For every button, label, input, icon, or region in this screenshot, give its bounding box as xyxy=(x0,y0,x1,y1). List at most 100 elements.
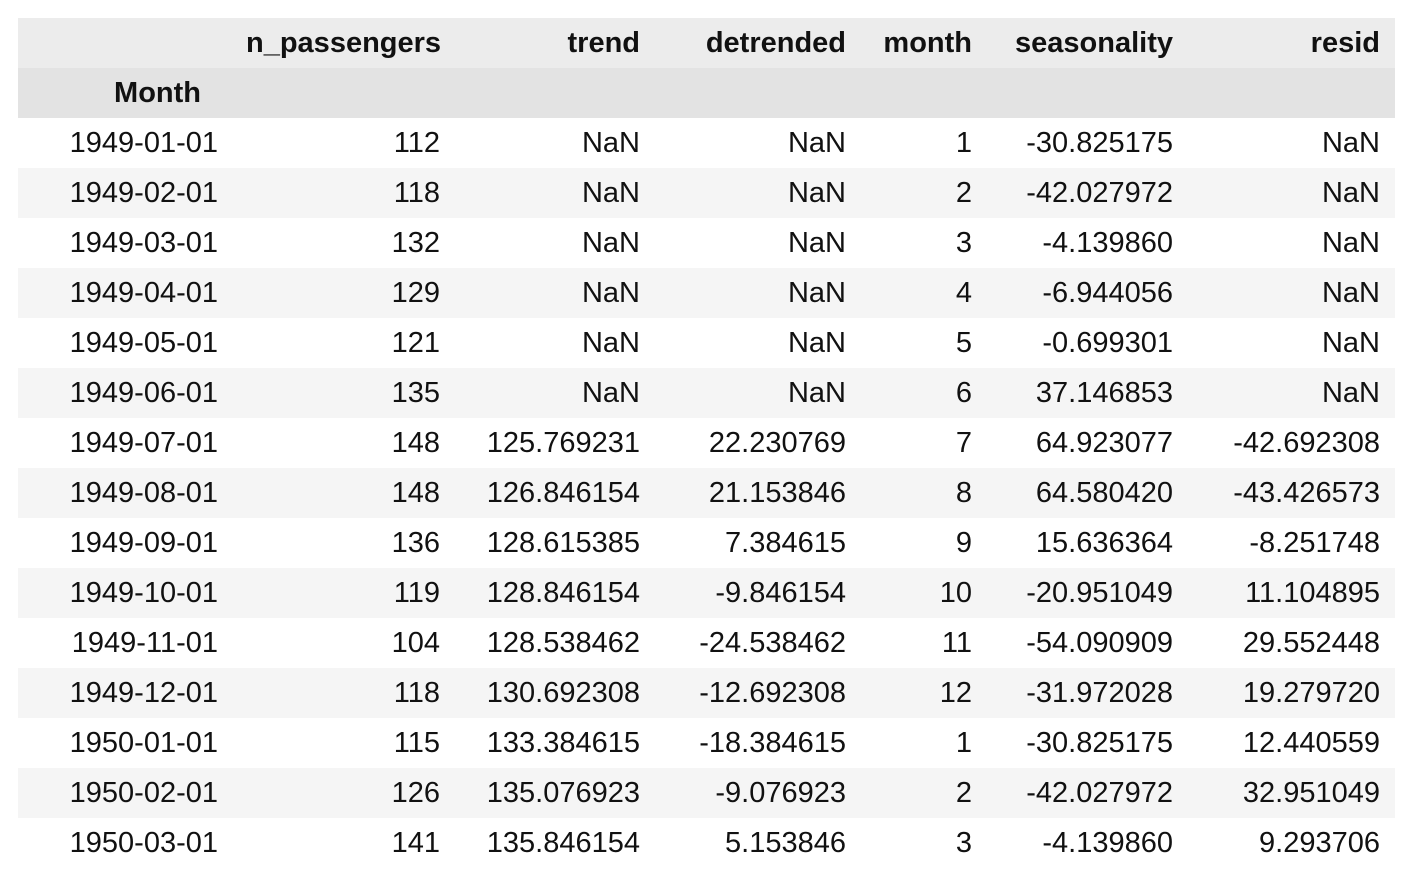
data-cell: 128.538462 xyxy=(455,618,655,668)
data-cell: 32.951049 xyxy=(1188,768,1395,818)
data-cell: -0.699301 xyxy=(987,318,1188,368)
row-index-date: 1949-08-01 xyxy=(18,468,246,518)
index-spacer-cell xyxy=(18,18,246,68)
data-cell: NaN xyxy=(1188,218,1395,268)
data-cell: NaN xyxy=(455,368,655,418)
data-cell: NaN xyxy=(1188,368,1395,418)
row-index-date: 1949-07-01 xyxy=(18,418,246,468)
data-cell: -30.825175 xyxy=(987,718,1188,768)
data-cell: 128.846154 xyxy=(455,568,655,618)
data-cell: 126.846154 xyxy=(455,468,655,518)
table-row: 1950-01-01 115 133.384615 -18.384615 1 -30.82… xyxy=(18,718,1395,768)
data-cell: 130.692308 xyxy=(455,668,655,718)
table-row: 1949-12-01 118 130.692308 -12.692308 12 -31.9… xyxy=(18,668,1395,718)
data-cell: 132 xyxy=(246,218,455,268)
row-index-date: 1949-10-01 xyxy=(18,568,246,618)
row-index-date: 1950-01-01 xyxy=(18,718,246,768)
table-row: 1949-04-01 129 NaN NaN 4 -6.944056 NaN xyxy=(18,268,1395,318)
data-cell: 136 xyxy=(246,518,455,568)
data-cell: 37.146853 xyxy=(987,368,1188,418)
data-cell: -8.251748 xyxy=(1188,518,1395,568)
data-cell: -54.090909 xyxy=(987,618,1188,668)
data-cell: 135.076923 xyxy=(455,768,655,818)
data-cell: 22.230769 xyxy=(655,418,861,468)
column-header-seasonality: seasonality xyxy=(987,18,1188,68)
data-cell: 4 xyxy=(861,268,987,318)
empty-header-cell xyxy=(987,68,1188,118)
table-row: 1949-08-01 148 126.846154 21.153846 8 64.5804… xyxy=(18,468,1395,518)
data-cell: -43.426573 xyxy=(1188,468,1395,518)
table-row: 1949-10-01 119 128.846154 -9.846154 10 -20.95… xyxy=(18,568,1395,618)
row-index-date: 1949-12-01 xyxy=(18,668,246,718)
data-cell: 1 xyxy=(861,118,987,168)
column-header-detrended: detrended xyxy=(655,18,861,68)
data-cell: 29.552448 xyxy=(1188,618,1395,668)
table-row: 1949-02-01 118 NaN NaN 2 -42.027972 NaN xyxy=(18,168,1395,218)
dataframe-table: n_passengers trend detrended month seaso… xyxy=(18,18,1395,868)
data-cell: NaN xyxy=(455,168,655,218)
data-cell: 104 xyxy=(246,618,455,668)
data-cell: -31.972028 xyxy=(987,668,1188,718)
data-cell: NaN xyxy=(455,318,655,368)
data-cell: 115 xyxy=(246,718,455,768)
data-cell: 133.384615 xyxy=(455,718,655,768)
data-cell: NaN xyxy=(655,268,861,318)
data-cell: -24.538462 xyxy=(655,618,861,668)
data-cell: 1 xyxy=(861,718,987,768)
data-cell: -6.944056 xyxy=(987,268,1188,318)
data-cell: 148 xyxy=(246,418,455,468)
data-cell: 148 xyxy=(246,468,455,518)
empty-header-cell xyxy=(655,68,861,118)
data-cell: 141 xyxy=(246,818,455,868)
row-index-date: 1949-01-01 xyxy=(18,118,246,168)
data-cell: NaN xyxy=(655,318,861,368)
data-cell: NaN xyxy=(1188,168,1395,218)
table-row: 1949-09-01 136 128.615385 7.384615 9 15.63636… xyxy=(18,518,1395,568)
empty-header-cell xyxy=(861,68,987,118)
data-cell: 125.769231 xyxy=(455,418,655,468)
data-cell: -12.692308 xyxy=(655,668,861,718)
data-cell: 10 xyxy=(861,568,987,618)
row-index-date: 1949-03-01 xyxy=(18,218,246,268)
data-cell: 118 xyxy=(246,168,455,218)
data-cell: 9.293706 xyxy=(1188,818,1395,868)
data-cell: -30.825175 xyxy=(987,118,1188,168)
data-cell: -9.076923 xyxy=(655,768,861,818)
column-header-row: n_passengers trend detrended month seaso… xyxy=(18,18,1395,68)
data-cell: 7 xyxy=(861,418,987,468)
data-cell: 5 xyxy=(861,318,987,368)
empty-header-cell xyxy=(455,68,655,118)
data-cell: -18.384615 xyxy=(655,718,861,768)
empty-header-cell xyxy=(246,68,455,118)
table-row: 1949-05-01 121 NaN NaN 5 -0.699301 NaN xyxy=(18,318,1395,368)
data-cell: NaN xyxy=(455,268,655,318)
data-cell: NaN xyxy=(455,218,655,268)
data-cell: 118 xyxy=(246,668,455,718)
data-cell: -42.692308 xyxy=(1188,418,1395,468)
column-header-resid: resid xyxy=(1188,18,1395,68)
data-cell: NaN xyxy=(655,218,861,268)
row-index-date: 1949-06-01 xyxy=(18,368,246,418)
data-cell: 5.153846 xyxy=(655,818,861,868)
table-row: 1949-06-01 135 NaN NaN 6 37.146853 NaN xyxy=(18,368,1395,418)
data-cell: 12 xyxy=(861,668,987,718)
data-cell: 7.384615 xyxy=(655,518,861,568)
data-cell: 12.440559 xyxy=(1188,718,1395,768)
data-cell: -42.027972 xyxy=(987,768,1188,818)
row-index-date: 1949-09-01 xyxy=(18,518,246,568)
data-cell: NaN xyxy=(655,118,861,168)
data-cell: 112 xyxy=(246,118,455,168)
table-row: 1949-07-01 148 125.769231 22.230769 7 64.9230… xyxy=(18,418,1395,468)
table-row: 1949-01-01 112 NaN NaN 1 -30.825175 NaN xyxy=(18,118,1395,168)
data-cell: 15.636364 xyxy=(987,518,1188,568)
dataframe-output: n_passengers trend detrended month seaso… xyxy=(18,18,1395,868)
data-cell: -4.139860 xyxy=(987,218,1188,268)
data-cell: 64.580420 xyxy=(987,468,1188,518)
data-cell: NaN xyxy=(455,118,655,168)
data-cell: 9 xyxy=(861,518,987,568)
table-row: 1950-02-01 126 135.076923 -9.076923 2 -42.027… xyxy=(18,768,1395,818)
data-cell: 129 xyxy=(246,268,455,318)
data-cell: 21.153846 xyxy=(655,468,861,518)
row-index-date: 1949-11-01 xyxy=(18,618,246,668)
column-header-trend: trend xyxy=(455,18,655,68)
